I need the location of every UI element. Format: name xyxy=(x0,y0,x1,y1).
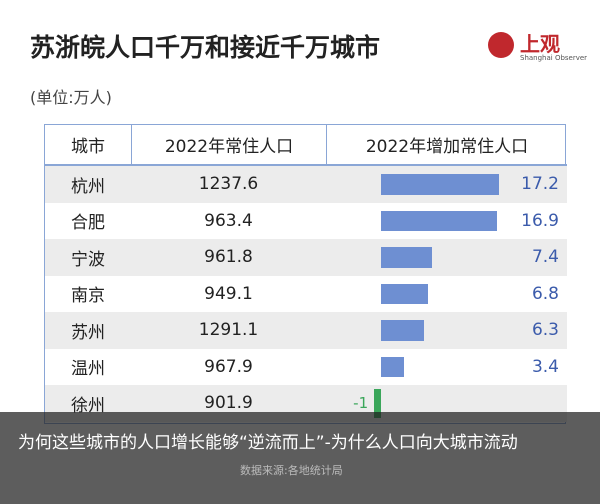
logo-mark xyxy=(488,32,514,58)
bar xyxy=(381,283,428,304)
population: 967.9 xyxy=(204,356,253,377)
city: 宁波 xyxy=(71,249,105,270)
increase-label: 6.3 xyxy=(531,320,559,341)
caption-overlay xyxy=(0,412,600,504)
increase-label: -1 xyxy=(353,394,369,413)
bar xyxy=(381,356,405,377)
city: 温州 xyxy=(71,359,105,380)
city: 南京 xyxy=(71,286,105,307)
city: 合肥 xyxy=(71,213,105,234)
row-bg xyxy=(45,275,567,312)
bar xyxy=(374,389,381,418)
bar xyxy=(381,320,425,341)
population: 901.9 xyxy=(204,393,253,414)
increase-label: 17.2 xyxy=(521,174,559,195)
population: 1237.6 xyxy=(198,174,259,195)
city: 徐州 xyxy=(71,395,105,416)
bar xyxy=(381,210,497,231)
unit: (单位:万人) xyxy=(30,88,112,107)
column-header: 2022年增加常住人口 xyxy=(326,125,567,166)
population: 963.4 xyxy=(204,210,253,231)
population: 1291.1 xyxy=(198,320,259,341)
logo-text: 上观 xyxy=(520,32,560,56)
increase-label: 7.4 xyxy=(531,247,559,268)
city: 苏州 xyxy=(71,322,105,343)
bar xyxy=(381,247,432,268)
bar xyxy=(381,174,499,195)
title: 苏浙皖人口千万和接近千万城市 xyxy=(30,33,381,62)
population: 949.1 xyxy=(204,283,253,304)
source: 数据来源:各地统计局 xyxy=(240,464,343,477)
row-bg xyxy=(45,312,567,349)
increase-label: 6.8 xyxy=(531,283,559,304)
column-header: 城市 xyxy=(45,125,131,166)
row-bg xyxy=(45,239,567,276)
row-bg xyxy=(45,348,567,385)
caption: 为何这些城市的人口增长能够“逆流而上”-为什么人口向大城市流动 xyxy=(18,433,518,453)
logo-sub: Shanghai Observer xyxy=(520,54,588,62)
increase-label: 3.4 xyxy=(531,356,559,377)
column-header: 2022年常住人口 xyxy=(131,125,326,166)
table: 城市 2022年常住人口 2022年增加常住人口杭州 1237.6 17.2 合肥 963.… xyxy=(44,124,567,424)
city: 杭州 xyxy=(71,176,105,197)
increase-label: 16.9 xyxy=(521,210,559,231)
population: 961.8 xyxy=(204,247,253,268)
